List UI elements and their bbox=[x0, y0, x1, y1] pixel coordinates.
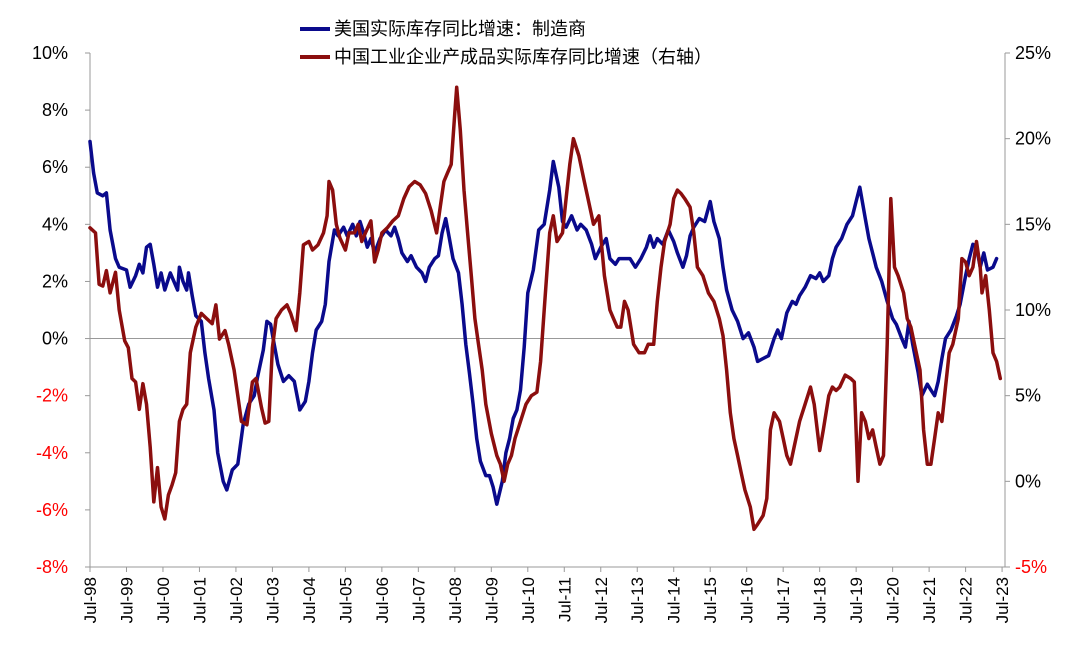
x-tick-label: Jul-22 bbox=[957, 577, 976, 623]
x-tick-label: Jul-09 bbox=[482, 577, 501, 623]
x-tick-label: Jul-00 bbox=[154, 577, 173, 623]
left-tick-label: 8% bbox=[42, 100, 68, 120]
legend-label-us: 美国实际库存同比增速：制造商 bbox=[334, 19, 586, 40]
x-tick-label: Jul-18 bbox=[811, 577, 830, 623]
right-axis-ticks: -5% 0% 5% 10% 15% 20% 25% bbox=[1005, 43, 1051, 577]
x-tick-label: Jul-98 bbox=[81, 577, 100, 623]
left-tick-label: 2% bbox=[42, 271, 68, 291]
right-tick-label: 25% bbox=[1015, 43, 1051, 63]
x-tick-label: Jul-12 bbox=[592, 577, 611, 623]
x-tick-label: Jul-16 bbox=[738, 577, 757, 623]
x-tick-label: Jul-10 bbox=[519, 577, 538, 623]
x-tick-label: Jul-06 bbox=[373, 577, 392, 623]
right-tick-label: 15% bbox=[1015, 214, 1051, 234]
left-tick-label: 10% bbox=[32, 43, 68, 63]
series-line-us-inventory bbox=[88, 139, 999, 506]
x-tick-label: Jul-03 bbox=[263, 577, 282, 623]
legend-label-cn: 中国工业企业产成品实际库存同比增速（右轴） bbox=[334, 47, 712, 68]
left-tick-label: -4% bbox=[36, 443, 68, 463]
x-tick-label: Jul-23 bbox=[993, 577, 1012, 623]
series-layer bbox=[88, 85, 1003, 532]
x-tick-label: Jul-01 bbox=[190, 577, 209, 623]
right-tick-label: 10% bbox=[1015, 300, 1051, 320]
series-line-china-inventory bbox=[88, 85, 1003, 532]
left-tick-label: 6% bbox=[42, 157, 68, 177]
right-tick-label: 5% bbox=[1015, 386, 1041, 406]
x-tick-label: Jul-17 bbox=[774, 577, 793, 623]
x-tick-label: Jul-99 bbox=[117, 577, 136, 623]
x-tick-label: Jul-20 bbox=[884, 577, 903, 623]
left-tick-label: 0% bbox=[42, 329, 68, 349]
x-tick-label: Jul-14 bbox=[665, 577, 684, 623]
left-tick-label: -2% bbox=[36, 386, 68, 406]
x-tick-label: Jul-13 bbox=[628, 577, 647, 623]
legend: 美国实际库存同比增速：制造商 中国工业企业产成品实际库存同比增速（右轴） bbox=[300, 19, 712, 68]
right-tick-label: -5% bbox=[1015, 557, 1047, 577]
left-axis-ticks: -8% -6% -4% -2% 0% 2% 4% 6% 8% 10% bbox=[32, 43, 90, 577]
x-tick-label: Jul-21 bbox=[920, 577, 939, 623]
x-tick-label: Jul-05 bbox=[336, 577, 355, 623]
right-tick-label: 0% bbox=[1015, 471, 1041, 491]
x-tick-label: Jul-15 bbox=[701, 577, 720, 623]
x-tick-label: Jul-08 bbox=[446, 577, 465, 623]
left-tick-label: 4% bbox=[42, 214, 68, 234]
x-tick-label: Jul-04 bbox=[300, 577, 319, 623]
left-tick-label: -8% bbox=[36, 557, 68, 577]
left-tick-label: -6% bbox=[36, 500, 68, 520]
right-tick-label: 20% bbox=[1015, 129, 1051, 149]
x-axis-ticks: Jul-98 Jul-99 Jul-00 Jul-01 Jul-02 Jul-03 Jul-… bbox=[81, 567, 1012, 623]
x-tick-label: Jul-02 bbox=[227, 577, 246, 623]
x-tick-label: Jul-11 bbox=[555, 577, 574, 622]
x-tick-label: Jul-19 bbox=[847, 577, 866, 623]
x-tick-label: Jul-07 bbox=[409, 577, 428, 623]
